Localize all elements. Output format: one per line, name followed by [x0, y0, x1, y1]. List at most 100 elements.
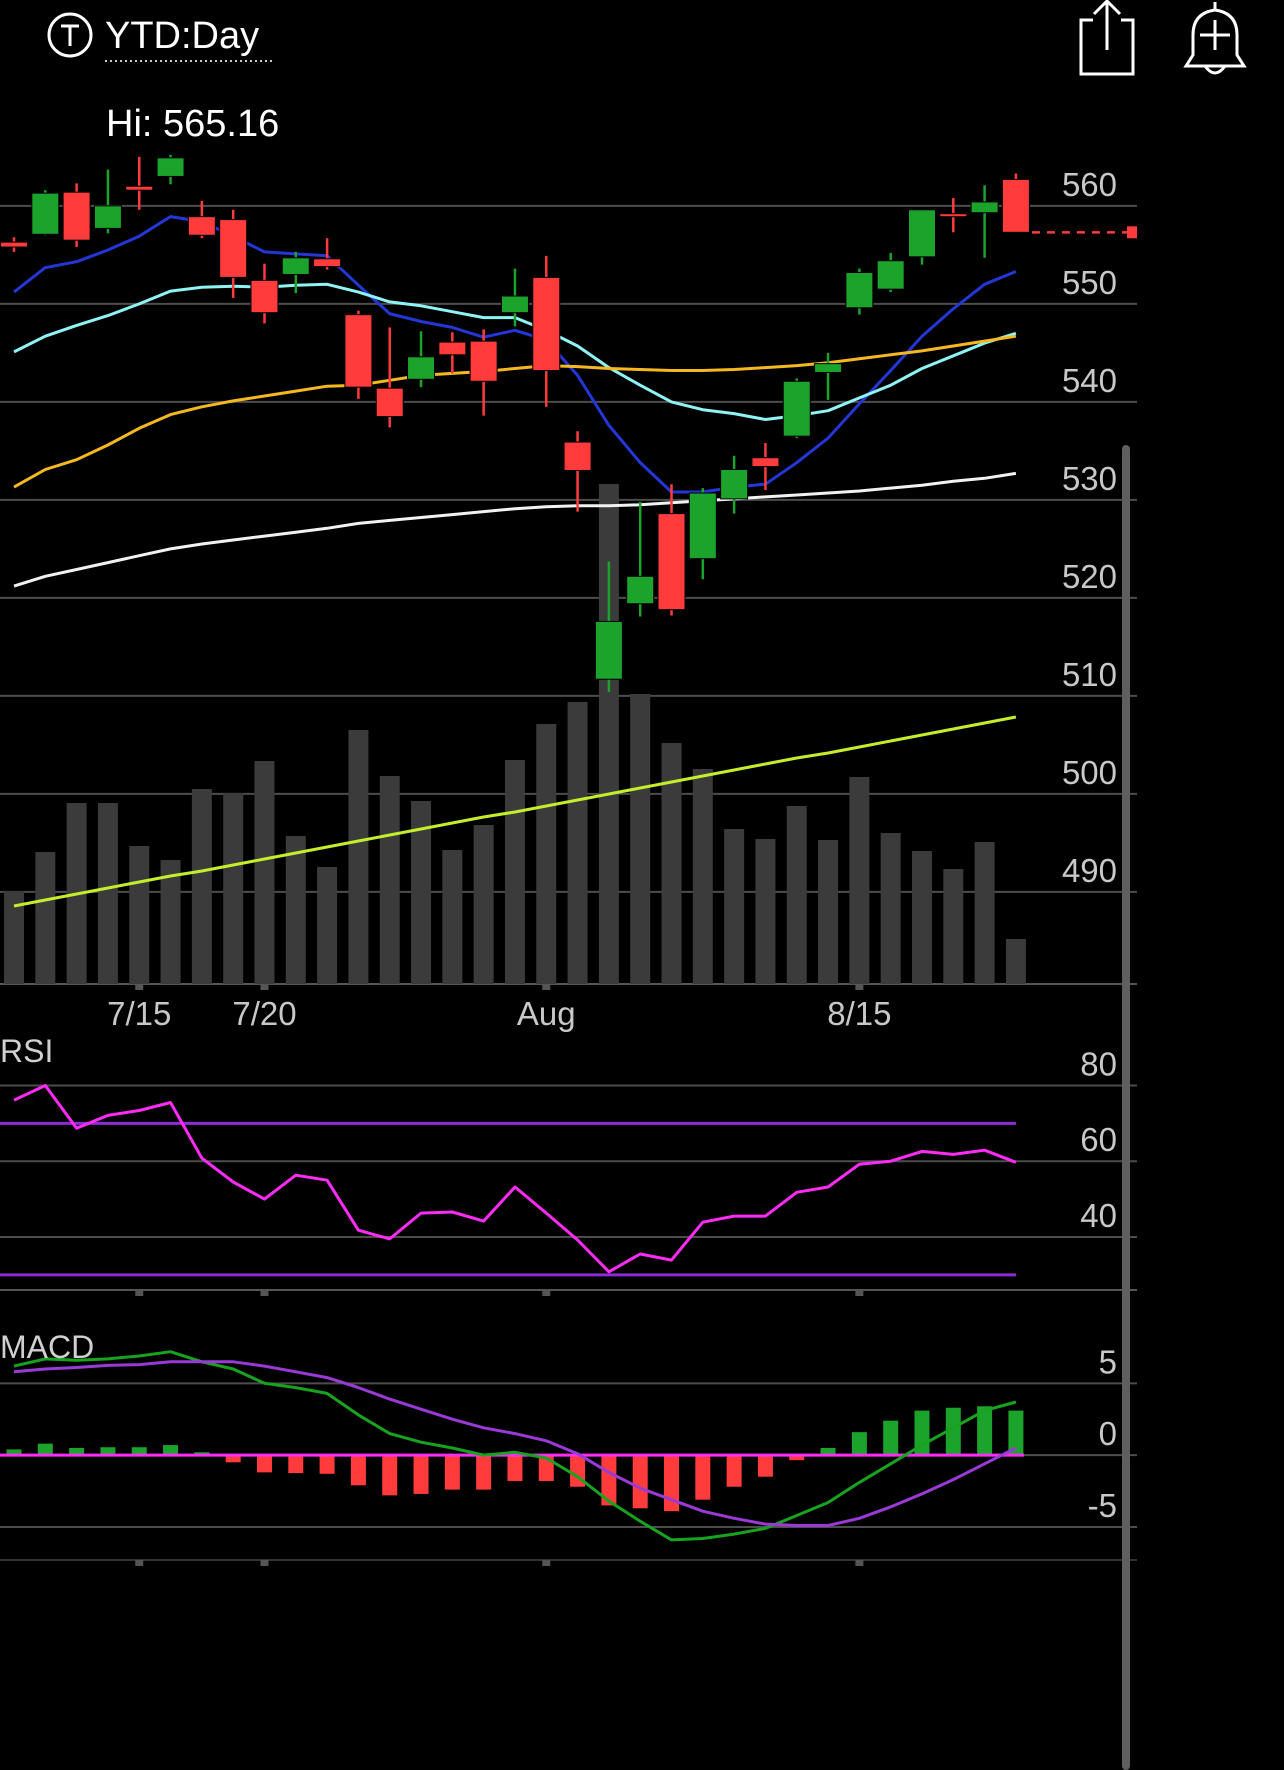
alert-button[interactable] [1183, 2, 1247, 75]
histogram-bar [507, 1455, 523, 1481]
scrollbar[interactable] [1122, 445, 1130, 1770]
volume-bar [598, 484, 619, 984]
histogram-bar [413, 1455, 429, 1494]
x-tick-mark [135, 984, 144, 990]
ticker-icon [47, 12, 93, 58]
y-tick-label: 520 [1062, 558, 1117, 595]
x-tick-label: 7/20 [232, 995, 296, 1032]
histogram-bar [695, 1455, 711, 1500]
candle-body [219, 219, 248, 278]
volume-bar [191, 789, 212, 984]
volume-bar [285, 836, 306, 984]
x-tick-label: 7/15 [107, 995, 171, 1032]
histogram-bar [37, 1443, 53, 1456]
candle-body [250, 279, 279, 314]
histogram-bar [225, 1455, 241, 1463]
y-tick-label: 510 [1062, 656, 1117, 693]
candle-body [375, 387, 404, 418]
volume-bar [692, 769, 713, 984]
histogram-bar [757, 1455, 773, 1477]
candle-body [31, 192, 60, 235]
line-series [13, 715, 1017, 908]
histogram-bar [601, 1455, 617, 1506]
volume-bar [379, 776, 400, 984]
x-tick-mark [260, 1560, 269, 1566]
y-tick-label: 530 [1062, 460, 1117, 497]
x-tick-mark [855, 1560, 864, 1566]
volume-bar [880, 833, 901, 984]
x-tick-label: Aug [517, 995, 576, 1032]
y-tick-label: 490 [1062, 852, 1117, 889]
volume-bar [223, 793, 244, 984]
high-label: Hi: 565.16 [106, 103, 279, 145]
candle-body [156, 157, 185, 177]
x-tick-mark [260, 984, 269, 990]
volume-bar [724, 829, 745, 984]
y-tick-label: 540 [1062, 362, 1117, 399]
share-button[interactable] [1079, 0, 1135, 76]
y-tick-label: 550 [1062, 264, 1117, 301]
y-tick-label: 40 [1080, 1197, 1117, 1234]
share-icon [1079, 0, 1135, 76]
volume-bar [567, 702, 588, 984]
volume-bar [473, 825, 494, 984]
volume-bar [1005, 939, 1026, 984]
y-tick-label: 5 [1099, 1343, 1117, 1380]
x-tick-mark [542, 1290, 551, 1296]
range-selector[interactable]: YTD:Day [47, 12, 275, 62]
histogram-bar [883, 1420, 899, 1456]
candle-body [0, 241, 28, 248]
volume-bar [755, 839, 776, 984]
volume-bar [97, 803, 118, 984]
volume-bar [630, 694, 651, 984]
bell-icon [1183, 2, 1247, 75]
candle-body [532, 276, 561, 372]
y-tick-label: 60 [1080, 1121, 1117, 1158]
candle-body [939, 213, 968, 218]
volume-bar [317, 867, 338, 984]
x-tick-mark [135, 1290, 144, 1296]
candle-body [1001, 178, 1030, 233]
candle-body [970, 201, 999, 214]
volume-bar [536, 724, 557, 984]
histogram-bar [288, 1455, 304, 1474]
x-tick-mark [542, 984, 551, 990]
candle-body [438, 341, 467, 356]
histogram-bar [256, 1455, 272, 1473]
candle-body [125, 185, 154, 191]
y-tick-label: 500 [1062, 754, 1117, 791]
line-series [13, 471, 1017, 588]
histogram-bar [444, 1455, 460, 1490]
x-tick-label: 8/15 [827, 995, 891, 1032]
panel-title: RSI [0, 1033, 53, 1069]
volume-bar [911, 851, 932, 984]
y-tick-label: -5 [1088, 1487, 1117, 1524]
x-tick-mark [542, 1560, 551, 1566]
candle-body [751, 457, 780, 468]
candle-body [626, 575, 655, 605]
volume-bar [129, 846, 150, 984]
volume-bar [348, 730, 369, 984]
candle-body [62, 191, 91, 241]
candle-body [93, 205, 122, 229]
x-tick-mark [260, 1290, 269, 1296]
candle-body [907, 209, 936, 258]
volume-bar [254, 761, 275, 984]
candle-body [657, 513, 686, 611]
candle-body [313, 258, 342, 268]
y-tick-label: 560 [1062, 166, 1117, 203]
candle-body [563, 441, 592, 471]
candle-body [281, 257, 310, 275]
histogram-bar [100, 1447, 116, 1456]
histogram-bar [163, 1445, 179, 1456]
histogram-bar [350, 1455, 366, 1486]
candle-body [187, 216, 216, 236]
line-series [13, 1350, 1017, 1542]
line-series [13, 1360, 1017, 1527]
range-title: YTD:Day [105, 15, 259, 57]
volume-bar [818, 840, 839, 984]
histogram-bar [726, 1455, 742, 1487]
volume-bar [943, 869, 964, 984]
volume-bar [442, 850, 463, 984]
